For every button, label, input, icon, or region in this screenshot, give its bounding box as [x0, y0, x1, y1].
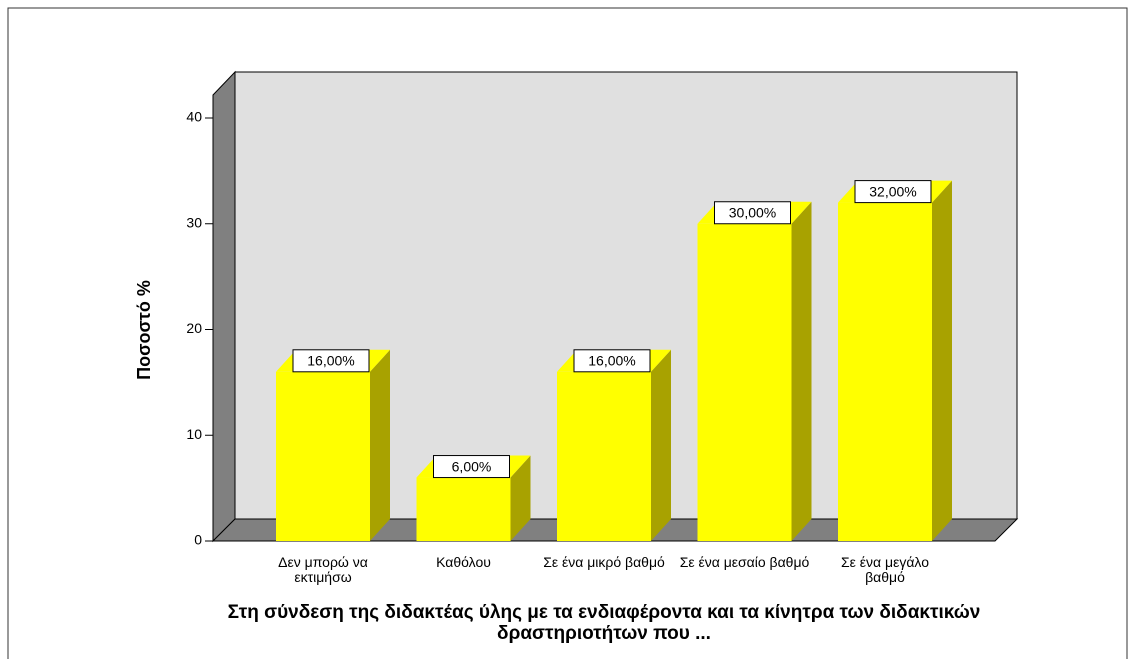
bar: [276, 349, 390, 541]
y-tick-label: 30: [186, 214, 202, 230]
x-tick-label: Δεν μπορώ να εκτιμήσω: [278, 554, 368, 585]
x-tick-label: Σε ένα μεσαίο βαθμό: [679, 554, 810, 570]
bar: [697, 201, 812, 541]
bar-side: [791, 201, 812, 541]
value-label-box: [854, 180, 932, 204]
bar-front: [838, 202, 932, 541]
y-tick-label: 20: [186, 320, 202, 336]
bar-side: [370, 349, 390, 541]
value-label: 6,00%: [452, 458, 492, 474]
value-label: 32,00%: [869, 183, 916, 199]
frame: [7, 7, 1128, 659]
value-label-box: [573, 349, 651, 373]
bar-front: [557, 371, 651, 541]
bar-side: [651, 349, 671, 541]
x-tick-label: Σε ένα μεγάλο βαθμό: [841, 554, 929, 585]
y-tick-label: 10: [186, 426, 202, 442]
bar-front: [416, 477, 511, 541]
value-label-box: [433, 455, 510, 479]
value-label-box: [292, 349, 370, 373]
y-axis-title: Ποσοστό %: [134, 280, 154, 380]
value-label: 30,00%: [729, 204, 776, 220]
bar-front: [697, 223, 792, 541]
y-tick-label: 40: [186, 109, 202, 125]
bar: [838, 180, 952, 541]
bar-side: [932, 180, 952, 541]
value-label: 16,00%: [307, 353, 354, 369]
bar-front: [276, 371, 370, 541]
value-label: 16,00%: [588, 353, 635, 369]
value-label-box: [714, 201, 791, 225]
bar-side: [510, 455, 531, 541]
y-tick-label: 0: [194, 532, 202, 548]
x-axis-title: Στη σύνδεση της διδακτέας ύλης με τα ενδ…: [227, 602, 981, 644]
side-wall: [212, 70, 236, 543]
x-tick-label: Σε ένα μικρό βαθμό: [543, 554, 665, 570]
bar: [557, 349, 671, 541]
x-tick-label: Καθόλου: [436, 554, 491, 570]
